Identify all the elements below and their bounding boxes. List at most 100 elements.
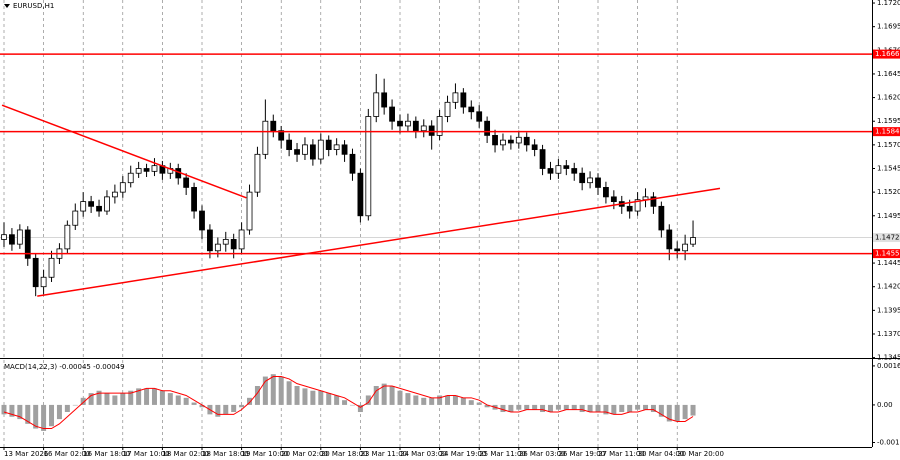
macd-bar	[516, 404, 522, 410]
y-tick-label: 1.1570	[877, 141, 900, 149]
y-tick-label: 1.1720	[877, 0, 900, 7]
x-tick-label: 30 Mar 04:00	[638, 450, 685, 458]
macd-bar	[349, 404, 355, 406]
candle-body	[389, 106, 395, 122]
macd-bar	[690, 404, 696, 416]
macd-bar	[151, 388, 157, 405]
candle-body	[610, 196, 617, 202]
x-tick-label: 27 Mar 11:00	[598, 450, 645, 458]
macd-bar	[112, 395, 118, 405]
x-tick-label: 13 Mar 2026	[4, 450, 49, 458]
candle-body	[468, 106, 475, 113]
candle-body	[302, 144, 308, 155]
candle-body	[96, 205, 102, 212]
macd-bar	[1, 404, 7, 415]
macd-bar	[286, 381, 292, 405]
candle-body	[135, 168, 142, 174]
macd-bar	[144, 388, 150, 405]
candle-body	[80, 201, 87, 212]
candle-body	[658, 205, 665, 231]
macd-bar	[326, 393, 332, 405]
trend-line	[1, 104, 247, 199]
macd-bar	[563, 404, 569, 410]
macd-bar	[460, 397, 466, 405]
level-label: 1.1666	[875, 50, 900, 58]
macd-bar	[41, 404, 47, 431]
candle-body	[238, 229, 245, 250]
macd-bar	[452, 395, 458, 405]
candle-body	[278, 130, 285, 141]
candle-body	[405, 120, 411, 127]
macd-bar	[674, 404, 680, 422]
candle-body	[341, 144, 348, 155]
macd-bar	[294, 386, 300, 405]
macd-bar	[571, 404, 577, 410]
candle-body	[381, 92, 388, 108]
y-tick-label: 1.1395	[877, 306, 900, 314]
candle-body	[294, 149, 300, 155]
macd-bar	[310, 390, 316, 405]
macd-bar	[587, 404, 593, 413]
macd-bar	[25, 404, 31, 424]
candle-body	[563, 165, 570, 169]
y-tick-label: 1.1345	[877, 354, 900, 362]
macd-bar	[429, 397, 435, 405]
y-tick-label: 1.1370	[877, 330, 900, 338]
macd-bar	[445, 395, 451, 405]
level-tag	[873, 49, 900, 59]
candle-body	[104, 196, 110, 212]
candle-body	[626, 205, 633, 212]
macd-bar	[239, 404, 245, 408]
y-tick-label: 1.1495	[877, 212, 900, 220]
candle-body	[262, 120, 269, 155]
macd-bar	[56, 404, 62, 420]
macd-bar	[373, 386, 379, 405]
candle-body	[286, 139, 293, 150]
candle-body	[191, 187, 197, 212]
candle-body	[515, 136, 522, 144]
candle-body	[365, 116, 372, 217]
y-tick-label: 1.1520	[877, 188, 900, 196]
macd-bar	[17, 404, 23, 420]
candle-body	[666, 229, 673, 250]
macd-bar	[627, 404, 633, 413]
candle-body	[230, 239, 237, 250]
macd-bar	[476, 402, 482, 405]
candle-body	[309, 144, 316, 160]
menu-triangle	[4, 4, 10, 8]
candle-body	[436, 116, 443, 136]
macd-bar	[437, 395, 443, 405]
level-label: 1.1455	[875, 250, 900, 258]
macd-bar	[9, 404, 15, 417]
candle-body	[270, 120, 277, 132]
macd-bar	[120, 393, 126, 405]
x-tick-label: 24 Mar 03:00	[400, 450, 447, 458]
candle-body	[452, 92, 459, 103]
macd-bar	[215, 404, 221, 417]
candle-body	[492, 135, 498, 146]
macd-bar	[342, 400, 348, 405]
current-price-label: 1.1472	[875, 234, 900, 242]
macd-bar	[247, 397, 253, 405]
candle-body	[690, 237, 696, 245]
macd-bar	[191, 402, 197, 405]
macd-bar	[231, 404, 237, 413]
candle-body	[1, 234, 7, 240]
macd-bar	[611, 404, 617, 415]
candle-body	[111, 191, 118, 198]
candle-body	[650, 196, 657, 207]
macd-bar	[167, 393, 173, 405]
x-tick-label: 24 Mar 19:00	[440, 450, 487, 458]
macd-bar	[72, 404, 78, 406]
candle-body	[587, 177, 593, 184]
macd-bar	[468, 400, 474, 405]
candle-body	[246, 191, 253, 231]
y-tick-label: 1.1695	[877, 23, 900, 31]
candle-body	[119, 182, 126, 193]
candle-body	[199, 210, 205, 231]
candle-body	[476, 111, 483, 122]
candle-body	[460, 92, 467, 108]
macd-bar	[532, 404, 538, 410]
candle-body	[531, 144, 538, 150]
